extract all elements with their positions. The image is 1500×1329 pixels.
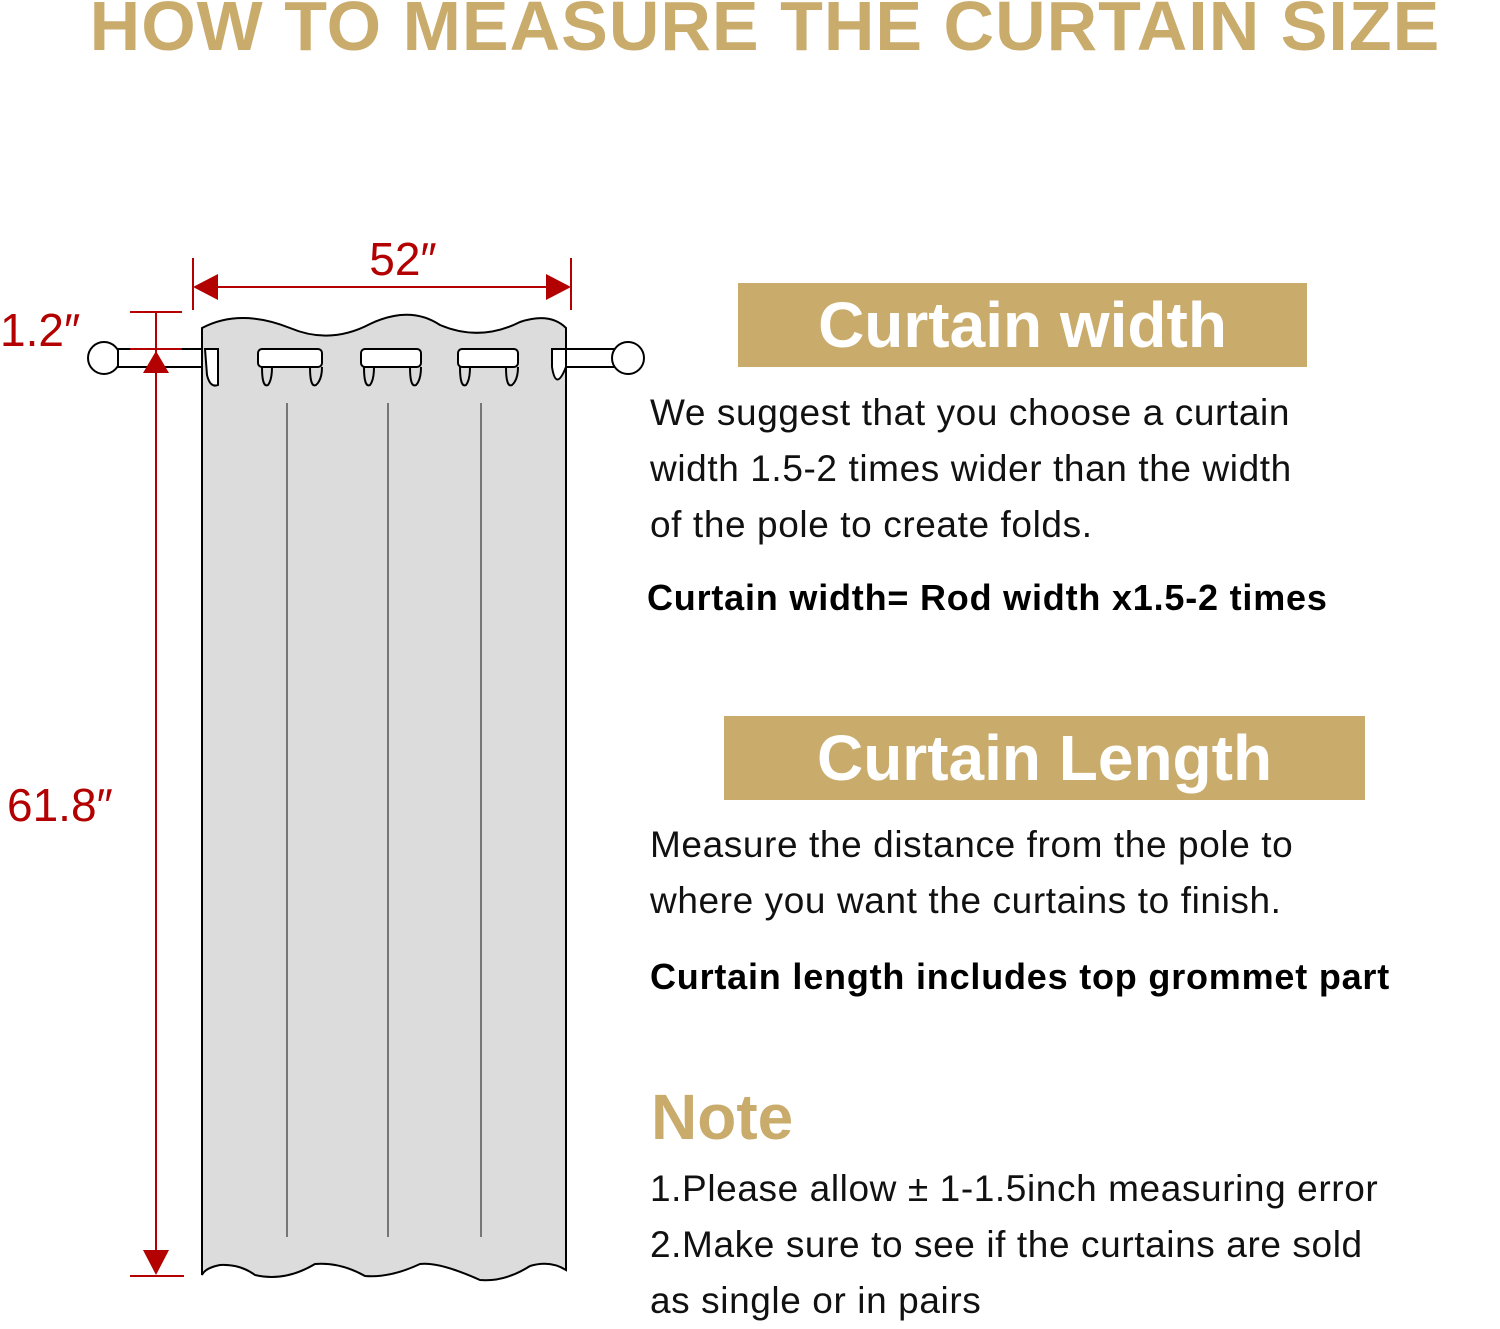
header-label: 1.2″ xyxy=(0,304,80,356)
note-item: 1.Please allow ± 1-1.5inch measuring err… xyxy=(650,1168,1379,1209)
arrow-right-icon xyxy=(546,274,571,300)
grommet xyxy=(457,348,519,368)
rod-finial-right xyxy=(611,341,645,375)
text-line: We suggest that you choose a curtain xyxy=(650,392,1291,433)
page-title: HOW TO MEASURE THE CURTAIN SIZE xyxy=(89,0,1441,65)
arrow-left-icon xyxy=(193,274,218,300)
grommets xyxy=(203,348,567,387)
arrow-down-icon xyxy=(143,1250,169,1275)
grommet xyxy=(360,348,422,368)
text-line: of the pole to create folds. xyxy=(650,504,1093,545)
length-label: 61.8″ xyxy=(7,779,113,831)
curtain-panel xyxy=(201,313,567,1282)
grommet xyxy=(257,348,323,368)
arrow-up-icon xyxy=(143,351,169,373)
length-description: Measure the distance from the pole to wh… xyxy=(650,817,1293,929)
width-dimension xyxy=(192,258,572,310)
curtain-length-heading: Curtain Length xyxy=(724,716,1365,800)
length-dimension xyxy=(130,311,184,1277)
curtain-width-heading: Curtain width xyxy=(738,283,1307,367)
width-description: We suggest that you choose a curtain wid… xyxy=(650,385,1292,553)
width-label: 52″ xyxy=(369,233,436,285)
note-list: 1.Please allow ± 1-1.5inch measuring err… xyxy=(650,1161,1378,1329)
width-formula: Curtain width= Rod width x1.5-2 times xyxy=(647,577,1328,618)
curtain-diagram: 52″ 1.2″ 61.8″ xyxy=(0,233,645,1282)
rod-finial-left xyxy=(87,341,121,375)
text-line: Measure the distance from the pole to xyxy=(650,824,1294,865)
note-item: as single or in pairs xyxy=(650,1280,982,1321)
length-formula: Curtain length includes top grommet part xyxy=(650,956,1391,997)
note-item: 2.Make sure to see if the curtains are s… xyxy=(650,1224,1363,1265)
note-heading: Note xyxy=(651,1081,794,1153)
grommet xyxy=(551,348,567,381)
text-line: where you want the curtains to finish. xyxy=(650,880,1282,921)
fold-lines xyxy=(286,403,482,1237)
grommet xyxy=(203,348,219,387)
text-line: width 1.5-2 times wider than the width xyxy=(650,448,1292,489)
